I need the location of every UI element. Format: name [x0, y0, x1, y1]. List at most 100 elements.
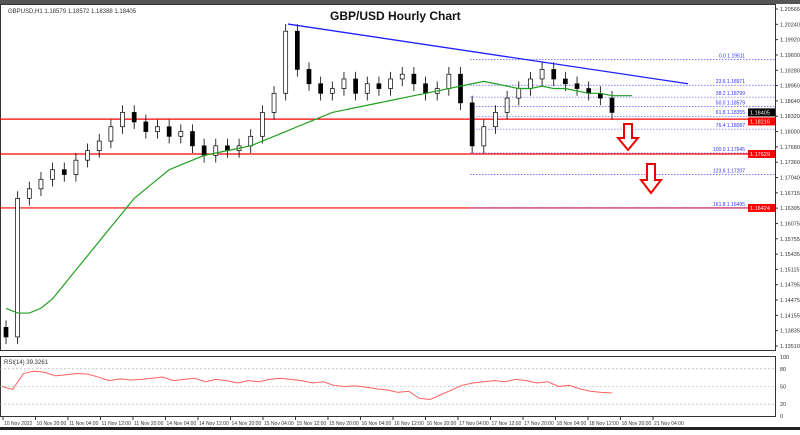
candle [3, 327, 9, 338]
y-tick-label: 1.13835 [780, 329, 800, 335]
candle [190, 131, 195, 147]
candle [516, 88, 522, 99]
y-tick-label: 1.15115 [780, 267, 799, 273]
candle [73, 159, 79, 175]
candle [50, 169, 55, 180]
candle [399, 73, 405, 80]
main-panel [0, 4, 776, 351]
x-tick-label: 11 Nov 12:00 [102, 421, 132, 427]
candle [61, 169, 67, 175]
x-axis: 10 Nov 2022 10 Nov 20:00 11 Nov 04:00 11 No… [2, 416, 684, 427]
x-tick-label: 16 Nov 12:00 [394, 421, 424, 427]
y-tick-label: 1.13510 [780, 344, 800, 350]
candle [306, 69, 312, 85]
price-tag [748, 203, 775, 212]
rsi-tick-label: 80 [780, 367, 786, 373]
y-tick-label: 1.18320 [780, 114, 800, 120]
y-tick-label: 1.19920 [780, 38, 800, 44]
candle [423, 83, 428, 94]
chart-title: GBP/USD Hourly Chart [330, 9, 461, 23]
candle [143, 121, 149, 132]
candle [260, 112, 265, 137]
x-tick-label: 17 Nov 12:00 [492, 421, 522, 427]
x-tick-label: 14 Nov 20:00 [232, 421, 262, 427]
candle [609, 97, 615, 113]
y-tick-label: 1.18640 [780, 99, 800, 105]
price-tag [748, 108, 775, 117]
rsi-line [1, 370, 613, 400]
y-axis: 1.20565 1.20240 1.19920 1.19600 1.19280 1.189… [775, 7, 800, 350]
candle [248, 135, 254, 147]
trendline [287, 23, 689, 85]
candle [120, 112, 125, 128]
price-tag-label: 1.18216 [750, 119, 770, 125]
x-tick-label: 11 Nov 04:00 [69, 421, 99, 427]
y-tick-label: 1.18000 [780, 130, 800, 136]
x-tick-label: 10 Nov 20:00 [37, 421, 67, 427]
candle [458, 73, 463, 104]
candle [493, 112, 498, 128]
candle [353, 78, 358, 94]
price-chart[interactable]: GBPUSD,H1 1.18579 1.18572 1.18388 1.1840… [0, 4, 800, 430]
x-tick-label: 15 Nov 04:00 [264, 421, 294, 427]
y-tick-label: 1.16715 [780, 191, 800, 197]
fibonacci-levels: 0.0 1.19511 23.6 1.18971 38.2 1.18799 50.0 … [470, 53, 775, 209]
y-tick-label: 1.15435 [780, 252, 800, 258]
candle [469, 102, 475, 147]
y-tick-label: 1.19600 [780, 53, 800, 59]
down-arrow-icon [638, 163, 664, 195]
rsi-label: RSI(14) 39.3261 [4, 360, 49, 366]
x-tick-label: 18 Nov 12:00 [589, 421, 619, 427]
rsi-tick-label: 100 [780, 355, 789, 361]
y-tick-label: 1.15755 [780, 237, 800, 243]
fib-label: 100.0 1.17645 [713, 147, 745, 153]
candle [201, 145, 207, 156]
candle [26, 188, 32, 199]
candle [38, 178, 44, 190]
y-tick-label: 1.20240 [780, 22, 800, 28]
price-tag [748, 117, 775, 126]
candle [388, 78, 393, 89]
candle [341, 78, 347, 89]
candle [504, 97, 510, 113]
x-tick-label: 11 Nov 20:00 [134, 421, 164, 427]
candle [446, 73, 452, 89]
rsi-tick-label: 0 [780, 414, 783, 420]
x-tick-label: 14 Nov 04:00 [167, 421, 197, 427]
candle [131, 112, 137, 123]
fib-label: 50.0 1.18579 [716, 101, 745, 107]
candle [481, 126, 487, 147]
candle [178, 131, 184, 137]
y-tick-label: 1.19280 [780, 68, 800, 74]
candle [411, 73, 417, 85]
y-tick-label: 1.17680 [780, 145, 800, 151]
fib-label: 61.8 1.18355 [716, 110, 745, 116]
horizontal-levels [0, 118, 775, 209]
rsi-tick-label: 20 [780, 402, 786, 408]
candle [166, 126, 172, 137]
down-arrow-icon [615, 123, 641, 152]
x-tick-label: 18 Nov 04:00 [557, 421, 587, 427]
y-tick-label: 1.14155 [780, 313, 800, 319]
candle [329, 88, 335, 94]
price-tag-label: 1.16424 [750, 206, 770, 212]
x-tick-label: 14 Nov 12:00 [199, 421, 229, 427]
candle [283, 30, 289, 94]
x-tick-label: 16 Nov 04:00 [362, 421, 392, 427]
fib-label: 23.6 1.18971 [716, 79, 745, 85]
x-tick-label: 10 Nov 2022 [4, 421, 33, 427]
price-tag-label: 1.18405 [750, 110, 770, 116]
price-tags: 1.18405 1.18216 1.17629 1.16424 [748, 108, 775, 212]
price-tag [748, 149, 775, 158]
y-tick-label: 1.20565 [780, 7, 800, 13]
symbol-info: GBPUSD,H1 1.18579 1.18572 1.18388 1.1840… [8, 9, 137, 15]
candle [155, 126, 160, 132]
y-tick-label: 1.14795 [780, 283, 800, 289]
y-tick-label: 1.17040 [780, 176, 800, 182]
rsi-tick-label: 50 [780, 385, 786, 391]
y-tick-label: 1.17360 [780, 160, 800, 166]
candle [108, 126, 114, 142]
y-tick-label: 1.18960 [780, 84, 800, 90]
x-tick-label: 17 Nov 20:00 [524, 421, 554, 427]
